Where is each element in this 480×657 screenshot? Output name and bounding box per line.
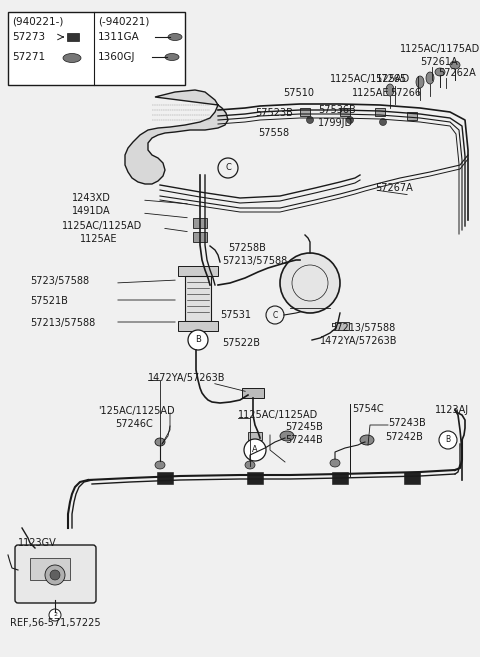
Text: 57521B: 57521B bbox=[30, 296, 68, 306]
Ellipse shape bbox=[435, 68, 445, 76]
Bar bbox=[193, 218, 207, 228]
Text: 57536B: 57536B bbox=[318, 105, 356, 115]
Text: 1125AC/1125AD: 1125AC/1125AD bbox=[62, 221, 142, 231]
Circle shape bbox=[244, 439, 266, 461]
Text: 57244B: 57244B bbox=[285, 435, 323, 445]
Bar bbox=[157, 472, 173, 484]
Circle shape bbox=[45, 565, 65, 585]
Text: 57246C: 57246C bbox=[115, 419, 153, 429]
FancyBboxPatch shape bbox=[15, 545, 96, 603]
Circle shape bbox=[347, 116, 353, 124]
Text: 57242B: 57242B bbox=[385, 432, 423, 442]
Polygon shape bbox=[125, 90, 228, 184]
Text: REF,56-571,57225: REF,56-571,57225 bbox=[10, 618, 101, 628]
Text: 57245B: 57245B bbox=[285, 422, 323, 432]
Ellipse shape bbox=[386, 84, 394, 96]
Text: 57267A: 57267A bbox=[375, 183, 413, 193]
Ellipse shape bbox=[168, 34, 182, 41]
Bar bbox=[340, 108, 350, 116]
Text: 1123GV: 1123GV bbox=[18, 538, 57, 548]
Circle shape bbox=[188, 330, 208, 350]
Bar bbox=[335, 322, 349, 330]
Text: 1123AJ: 1123AJ bbox=[435, 405, 469, 415]
Circle shape bbox=[50, 570, 60, 580]
Ellipse shape bbox=[63, 53, 81, 62]
Bar bbox=[193, 232, 207, 242]
Text: 2: 2 bbox=[53, 612, 57, 618]
Text: '125AC/1125AD: '125AC/1125AD bbox=[98, 406, 175, 416]
Text: 57243B: 57243B bbox=[388, 418, 426, 428]
Text: C: C bbox=[225, 164, 231, 173]
Bar bbox=[247, 472, 263, 484]
Text: 57266: 57266 bbox=[390, 88, 421, 98]
Text: 1125AC/1175AD: 1125AC/1175AD bbox=[400, 44, 480, 54]
Bar bbox=[300, 108, 310, 116]
Text: 57261A: 57261A bbox=[420, 57, 457, 67]
Text: 1243XD: 1243XD bbox=[72, 193, 111, 203]
Text: 57273: 57273 bbox=[12, 32, 45, 42]
Text: 1125AE: 1125AE bbox=[352, 88, 389, 98]
Ellipse shape bbox=[426, 72, 434, 84]
Text: 1125AC/1125AD: 1125AC/1125AD bbox=[238, 410, 318, 420]
Text: B: B bbox=[195, 336, 201, 344]
Text: 57258B: 57258B bbox=[228, 243, 266, 253]
Text: 57510: 57510 bbox=[283, 88, 314, 98]
Bar bbox=[248, 432, 262, 440]
Text: 57271: 57271 bbox=[12, 52, 45, 62]
Text: 1125AE: 1125AE bbox=[80, 234, 118, 244]
Text: A: A bbox=[252, 445, 258, 455]
Text: 1311GA: 1311GA bbox=[98, 32, 140, 42]
Ellipse shape bbox=[165, 53, 179, 60]
Circle shape bbox=[280, 253, 340, 313]
Text: 1472YA/57263B: 1472YA/57263B bbox=[320, 336, 397, 346]
Ellipse shape bbox=[416, 76, 424, 88]
Ellipse shape bbox=[155, 438, 165, 446]
Text: 57213/57588: 57213/57588 bbox=[222, 256, 287, 266]
Ellipse shape bbox=[280, 431, 294, 441]
Text: 5754C: 5754C bbox=[352, 404, 384, 414]
Text: 57523B: 57523B bbox=[255, 108, 293, 118]
Text: (-940221): (-940221) bbox=[98, 16, 149, 26]
Circle shape bbox=[380, 118, 386, 125]
Bar bbox=[407, 112, 417, 120]
Text: 57213/57588: 57213/57588 bbox=[30, 318, 95, 328]
Ellipse shape bbox=[245, 461, 255, 469]
Text: 57531: 57531 bbox=[220, 310, 251, 320]
Bar bbox=[178, 321, 218, 331]
Bar bbox=[30, 558, 70, 580]
Text: 57522B: 57522B bbox=[222, 338, 260, 348]
Circle shape bbox=[49, 609, 61, 621]
Bar bbox=[185, 276, 211, 321]
Text: 1491DA: 1491DA bbox=[72, 206, 110, 216]
Text: 1472YA/57263B: 1472YA/57263B bbox=[148, 373, 226, 383]
Circle shape bbox=[307, 116, 313, 124]
Text: 1125AC/1125AD: 1125AC/1125AD bbox=[330, 74, 410, 84]
Bar bbox=[242, 388, 264, 398]
Bar bbox=[8, 12, 185, 85]
Text: 57265: 57265 bbox=[375, 74, 406, 84]
Bar bbox=[178, 266, 218, 276]
Text: 57558: 57558 bbox=[258, 128, 289, 138]
Bar bbox=[404, 472, 420, 484]
Text: 57262A: 57262A bbox=[438, 68, 476, 78]
Circle shape bbox=[439, 431, 457, 449]
Bar bbox=[332, 472, 348, 484]
Text: 5723/57588: 5723/57588 bbox=[30, 276, 89, 286]
Text: B: B bbox=[445, 436, 451, 445]
Ellipse shape bbox=[330, 459, 340, 467]
Text: 1799JD: 1799JD bbox=[318, 118, 353, 128]
Ellipse shape bbox=[360, 435, 374, 445]
Bar bbox=[375, 108, 385, 116]
Bar bbox=[67, 33, 79, 41]
Text: 1360GJ: 1360GJ bbox=[98, 52, 135, 62]
Text: C: C bbox=[272, 311, 277, 319]
Text: (940221-): (940221-) bbox=[12, 16, 63, 26]
Text: 57213/57588: 57213/57588 bbox=[330, 323, 395, 333]
Ellipse shape bbox=[155, 461, 165, 469]
Ellipse shape bbox=[450, 61, 460, 69]
